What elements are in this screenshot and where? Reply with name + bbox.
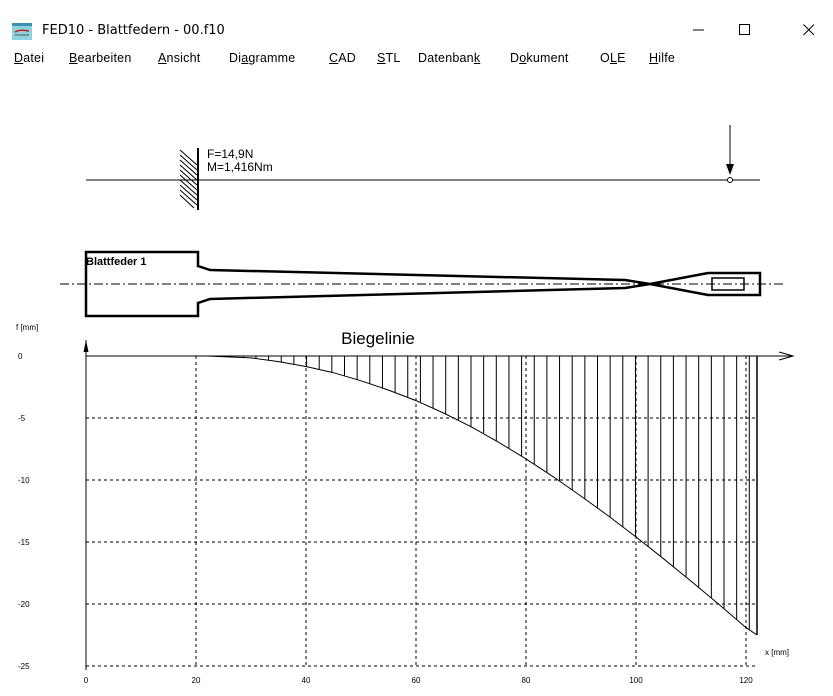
x-tick-label: 20 bbox=[192, 676, 201, 685]
menu-cad[interactable]: CAD bbox=[329, 51, 356, 65]
x-axis-label: x [mm] bbox=[765, 648, 789, 657]
y-axis-label: f [mm] bbox=[16, 323, 38, 332]
menu-stl[interactable]: STL bbox=[377, 51, 401, 65]
biegelinie-chart: 0 20 40 60 80 100 120 0 -5 -10 -15 -20 -25 Biegelin… bbox=[16, 323, 795, 685]
spring-outline bbox=[84, 250, 762, 318]
app-icon bbox=[12, 23, 32, 40]
x-tick-label: 80 bbox=[522, 676, 531, 685]
chart-title: Biegelinie bbox=[341, 329, 415, 348]
x-tick-labels: 0 20 40 60 80 100 120 bbox=[84, 676, 753, 685]
menu-datei[interactable]: Datei bbox=[14, 51, 45, 65]
title-bar: FED10 - Blattfedern - 00.f10 bbox=[0, 0, 833, 44]
menu-bar: Datei Bearbeiten Ansicht Diagramme CAD S… bbox=[0, 47, 833, 73]
force-label: F=14,9N bbox=[207, 147, 253, 161]
force-point-icon bbox=[727, 177, 733, 183]
x-tick-label: 0 bbox=[84, 676, 89, 685]
close-icon bbox=[803, 24, 815, 36]
menu-datenbank[interactable]: Datenbank bbox=[418, 51, 481, 65]
menu-diagramme[interactable]: Diagramme bbox=[229, 51, 296, 65]
y-tick-labels: 0 -5 -10 -15 -20 -25 bbox=[18, 352, 30, 671]
menu-ansicht[interactable]: Ansicht bbox=[158, 51, 201, 65]
chart-hatch bbox=[217, 356, 758, 635]
minimize-button[interactable] bbox=[676, 16, 722, 44]
x-tick-label: 120 bbox=[739, 676, 753, 685]
maximize-icon bbox=[739, 24, 750, 35]
spring-label: Blattfeder 1 bbox=[86, 256, 147, 268]
menu-dokument[interactable]: Dokument bbox=[510, 51, 569, 65]
y-tick-label: -25 bbox=[18, 662, 30, 671]
deflection-curve bbox=[206, 355, 758, 636]
window-title: FED10 - Blattfedern - 00.f10 bbox=[42, 23, 225, 38]
load-diagram: F=14,9N M=1,416Nm bbox=[86, 125, 760, 210]
y-tick-label: -20 bbox=[18, 600, 30, 609]
clamp-hatch bbox=[179, 149, 198, 209]
y-axis-arrow-icon bbox=[83, 340, 89, 352]
x-axis-arrow-icon bbox=[778, 351, 795, 361]
spring-drawing: Blattfeder 1 bbox=[60, 250, 785, 318]
close-button[interactable] bbox=[786, 16, 832, 44]
force-arrow-head bbox=[726, 164, 734, 175]
y-tick-label: -15 bbox=[18, 538, 30, 547]
chart-grid bbox=[86, 356, 757, 667]
drawing-canvas: F=14,9N M=1,416Nm Blattfeder 1 0 20 40 60 80… bbox=[16, 125, 795, 685]
y-tick-label: -10 bbox=[18, 476, 30, 485]
x-tick-label: 60 bbox=[412, 676, 421, 685]
menu-hilfe[interactable]: Hilfe bbox=[649, 51, 676, 65]
minimize-icon bbox=[693, 29, 704, 31]
x-tick-label: 100 bbox=[629, 676, 643, 685]
y-tick-label: -5 bbox=[18, 414, 26, 423]
menu-ole[interactable]: OLE bbox=[600, 51, 626, 65]
moment-label: M=1,416Nm bbox=[207, 160, 273, 174]
maximize-button[interactable] bbox=[722, 16, 768, 44]
menu-bearbeiten[interactable]: Bearbeiten bbox=[69, 51, 132, 65]
x-tick-label: 40 bbox=[302, 676, 311, 685]
y-tick-label: 0 bbox=[18, 352, 23, 361]
